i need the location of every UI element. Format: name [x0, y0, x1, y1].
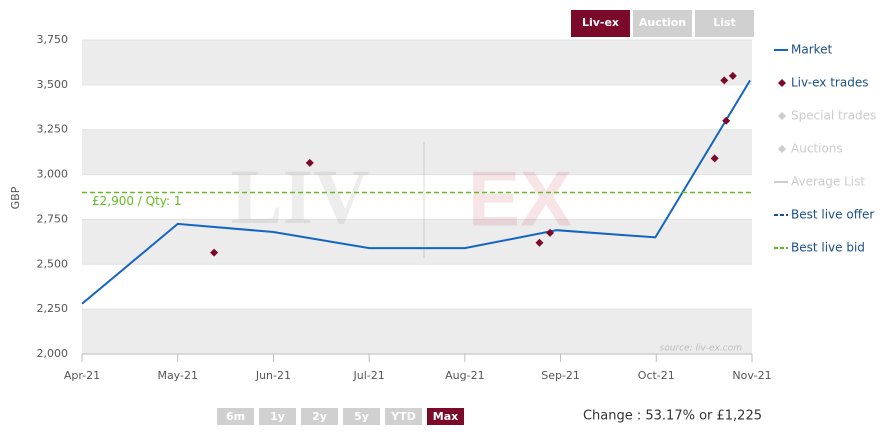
watermark-text: EX [468, 155, 572, 243]
tab-label: Auction [639, 16, 686, 29]
grid-band [82, 84, 752, 130]
range-label: 2y [312, 410, 327, 423]
range-button[interactable] [217, 408, 254, 425]
y-tick-label: 2,500 [37, 257, 69, 270]
y-axis-label: GBP [9, 186, 22, 209]
market-line [81, 79, 751, 305]
x-tick-label: Aug-21 [445, 369, 484, 382]
y-tick-label: 3,750 [37, 33, 69, 46]
x-tick-label: Jul-21 [353, 369, 385, 382]
range-label: 1y [270, 410, 285, 423]
trade-point [728, 71, 737, 80]
legend-icon [778, 79, 786, 87]
grid-band [82, 219, 752, 265]
range-button[interactable] [259, 408, 296, 425]
trade-point [720, 76, 729, 85]
range-label: 6m [226, 410, 245, 423]
y-tick-label: 3,500 [37, 78, 69, 91]
x-tick-label: Apr-21 [64, 369, 100, 382]
x-tick-label: Oct-21 [638, 369, 675, 382]
range-label: YTD [390, 410, 416, 423]
tab-label: List [713, 16, 736, 29]
x-tick-label: Sep-21 [541, 369, 580, 382]
trade-point [710, 154, 719, 163]
range-button[interactable] [385, 408, 422, 425]
y-tick-label: 2,000 [37, 347, 69, 360]
range-button[interactable] [343, 408, 380, 425]
legend-label[interactable]: Best live bid [791, 241, 865, 255]
y-tick-label: 3,000 [37, 168, 69, 181]
x-tick-label: May-21 [157, 369, 198, 382]
source-note: source: liv-ex.com [660, 344, 743, 354]
grid-band [82, 174, 752, 220]
range-label: 5y [354, 410, 369, 423]
x-tick-label: Jun-21 [255, 369, 291, 382]
trade-point [722, 116, 731, 125]
range-label: Max [433, 410, 458, 423]
trade-point [305, 158, 314, 167]
trade-point [535, 238, 544, 247]
change-text: Change : 53.17% or £1,225 [583, 409, 762, 424]
range-button[interactable] [427, 408, 464, 425]
legend-label[interactable]: Auctions [791, 142, 843, 156]
y-tick-label: 3,250 [37, 123, 69, 136]
tab-button[interactable] [695, 10, 754, 37]
trade-point [210, 248, 219, 257]
grid-band [82, 264, 752, 310]
y-tick-label: 2,750 [37, 212, 69, 225]
grid-band [82, 40, 752, 85]
watermark-text: LIV [231, 153, 370, 240]
tab-button[interactable] [571, 10, 630, 37]
legend-icon [778, 145, 786, 153]
y-tick-label: 2,250 [37, 302, 69, 315]
tab-button[interactable] [633, 10, 692, 37]
legend-label[interactable]: Average List [791, 175, 865, 189]
bid-label: £2,900 / Qty: 1 [92, 194, 182, 208]
range-button[interactable] [301, 408, 338, 425]
trade-point [546, 228, 555, 237]
legend-label[interactable]: Liv-ex trades [791, 76, 868, 90]
watermark: LIV EX [231, 142, 572, 258]
grid-band [82, 129, 752, 175]
x-tick-label: Nov-21 [732, 369, 771, 382]
legend-label[interactable]: Market [791, 43, 833, 57]
tab-label: Liv-ex [582, 16, 619, 29]
grid-band [82, 309, 752, 354]
legend-label[interactable]: Best live offer [791, 208, 874, 222]
legend-icon [778, 112, 786, 120]
legend-label[interactable]: Special trades [791, 109, 876, 123]
